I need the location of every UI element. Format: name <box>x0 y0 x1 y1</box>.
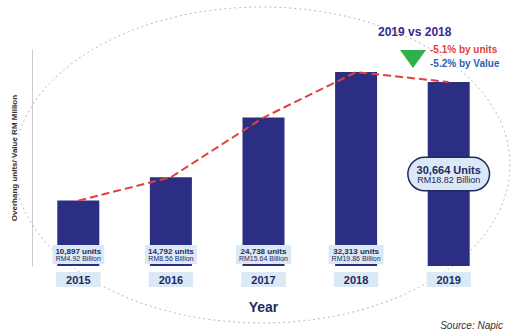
svg-text:-5.2% by Value: -5.2% by Value <box>430 58 500 69</box>
svg-text:2019: 2019 <box>436 274 460 286</box>
svg-text:Overhang units/ Value RM Milli: Overhang units/ Value RM Million <box>10 95 19 221</box>
svg-text:10,897 units: 10,897 units <box>55 246 102 256</box>
svg-text:RM4.92 Billion: RM4.92 Billion <box>56 255 101 262</box>
svg-text:2017: 2017 <box>251 274 275 286</box>
svg-text:14,792 units: 14,792 units <box>148 246 194 256</box>
svg-text:RM19.86 Billion: RM19.86 Billion <box>332 255 381 262</box>
svg-text:Source: Napic: Source: Napic <box>440 320 503 331</box>
svg-text:RM15.64 Billion: RM15.64 Billion <box>239 255 288 262</box>
svg-text:2016: 2016 <box>159 274 183 286</box>
svg-text:24,738 units: 24,738 units <box>240 246 287 256</box>
svg-text:-5.1% by units: -5.1% by units <box>430 44 498 55</box>
svg-text:Year: Year <box>249 299 279 315</box>
svg-text:2015: 2015 <box>66 274 90 286</box>
svg-text:2018: 2018 <box>344 274 368 286</box>
svg-text:RM8.56 Billion: RM8.56 Billion <box>148 255 193 262</box>
svg-text:RM18.82 Billion: RM18.82 Billion <box>417 175 480 185</box>
svg-text:30,664 Units: 30,664 Units <box>416 163 481 176</box>
svg-text:32,313 units: 32,313 units <box>333 246 379 256</box>
svg-text:2019 vs 2018: 2019 vs 2018 <box>378 25 452 39</box>
